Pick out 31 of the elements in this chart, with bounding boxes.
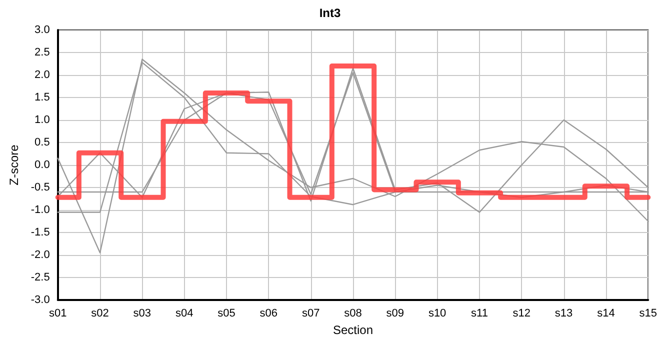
x-tick-label: s03	[133, 308, 152, 320]
x-tick-label: s01	[48, 308, 67, 320]
x-tick-label: s05	[218, 308, 236, 320]
y-axis-title: Z-score	[7, 144, 21, 186]
y-tick-label: -2.5	[30, 272, 50, 284]
y-tick-label: 1.5	[34, 92, 50, 104]
y-tick-label: -2.0	[30, 249, 50, 261]
x-tick-label: s14	[597, 308, 615, 320]
x-axis-title: Section	[332, 322, 374, 337]
x-tick-label: s09	[386, 308, 404, 320]
y-tick-label: -0.5	[30, 182, 50, 194]
x-tick-label: s08	[344, 308, 362, 320]
x-tick-label: s04	[175, 308, 194, 320]
x-tick-label: s12	[512, 308, 531, 320]
x-tick-label: s02	[91, 308, 109, 320]
x-tick-label: s10	[428, 308, 446, 320]
y-tick-label: 1.0	[34, 114, 50, 126]
y-tick-label: -1.5	[30, 226, 50, 238]
y-tick-label: 0.0	[34, 159, 50, 171]
chart-title: Int3	[319, 6, 341, 20]
x-tick-label: s15	[639, 308, 658, 320]
x-tick-label: s13	[554, 308, 573, 320]
x-tick-label: s11	[471, 308, 488, 320]
y-tick-label: 0.5	[34, 136, 50, 148]
x-tick-label: s06	[260, 308, 278, 320]
y-tick-label: -3.0	[30, 294, 50, 306]
y-tick-label: -1.0	[30, 204, 50, 216]
y-tick-label: 3.0	[34, 24, 50, 36]
y-tick-label: 2.0	[34, 69, 50, 81]
y-tick-label: 2.5	[34, 46, 50, 58]
x-tick-label: s07	[302, 308, 320, 320]
